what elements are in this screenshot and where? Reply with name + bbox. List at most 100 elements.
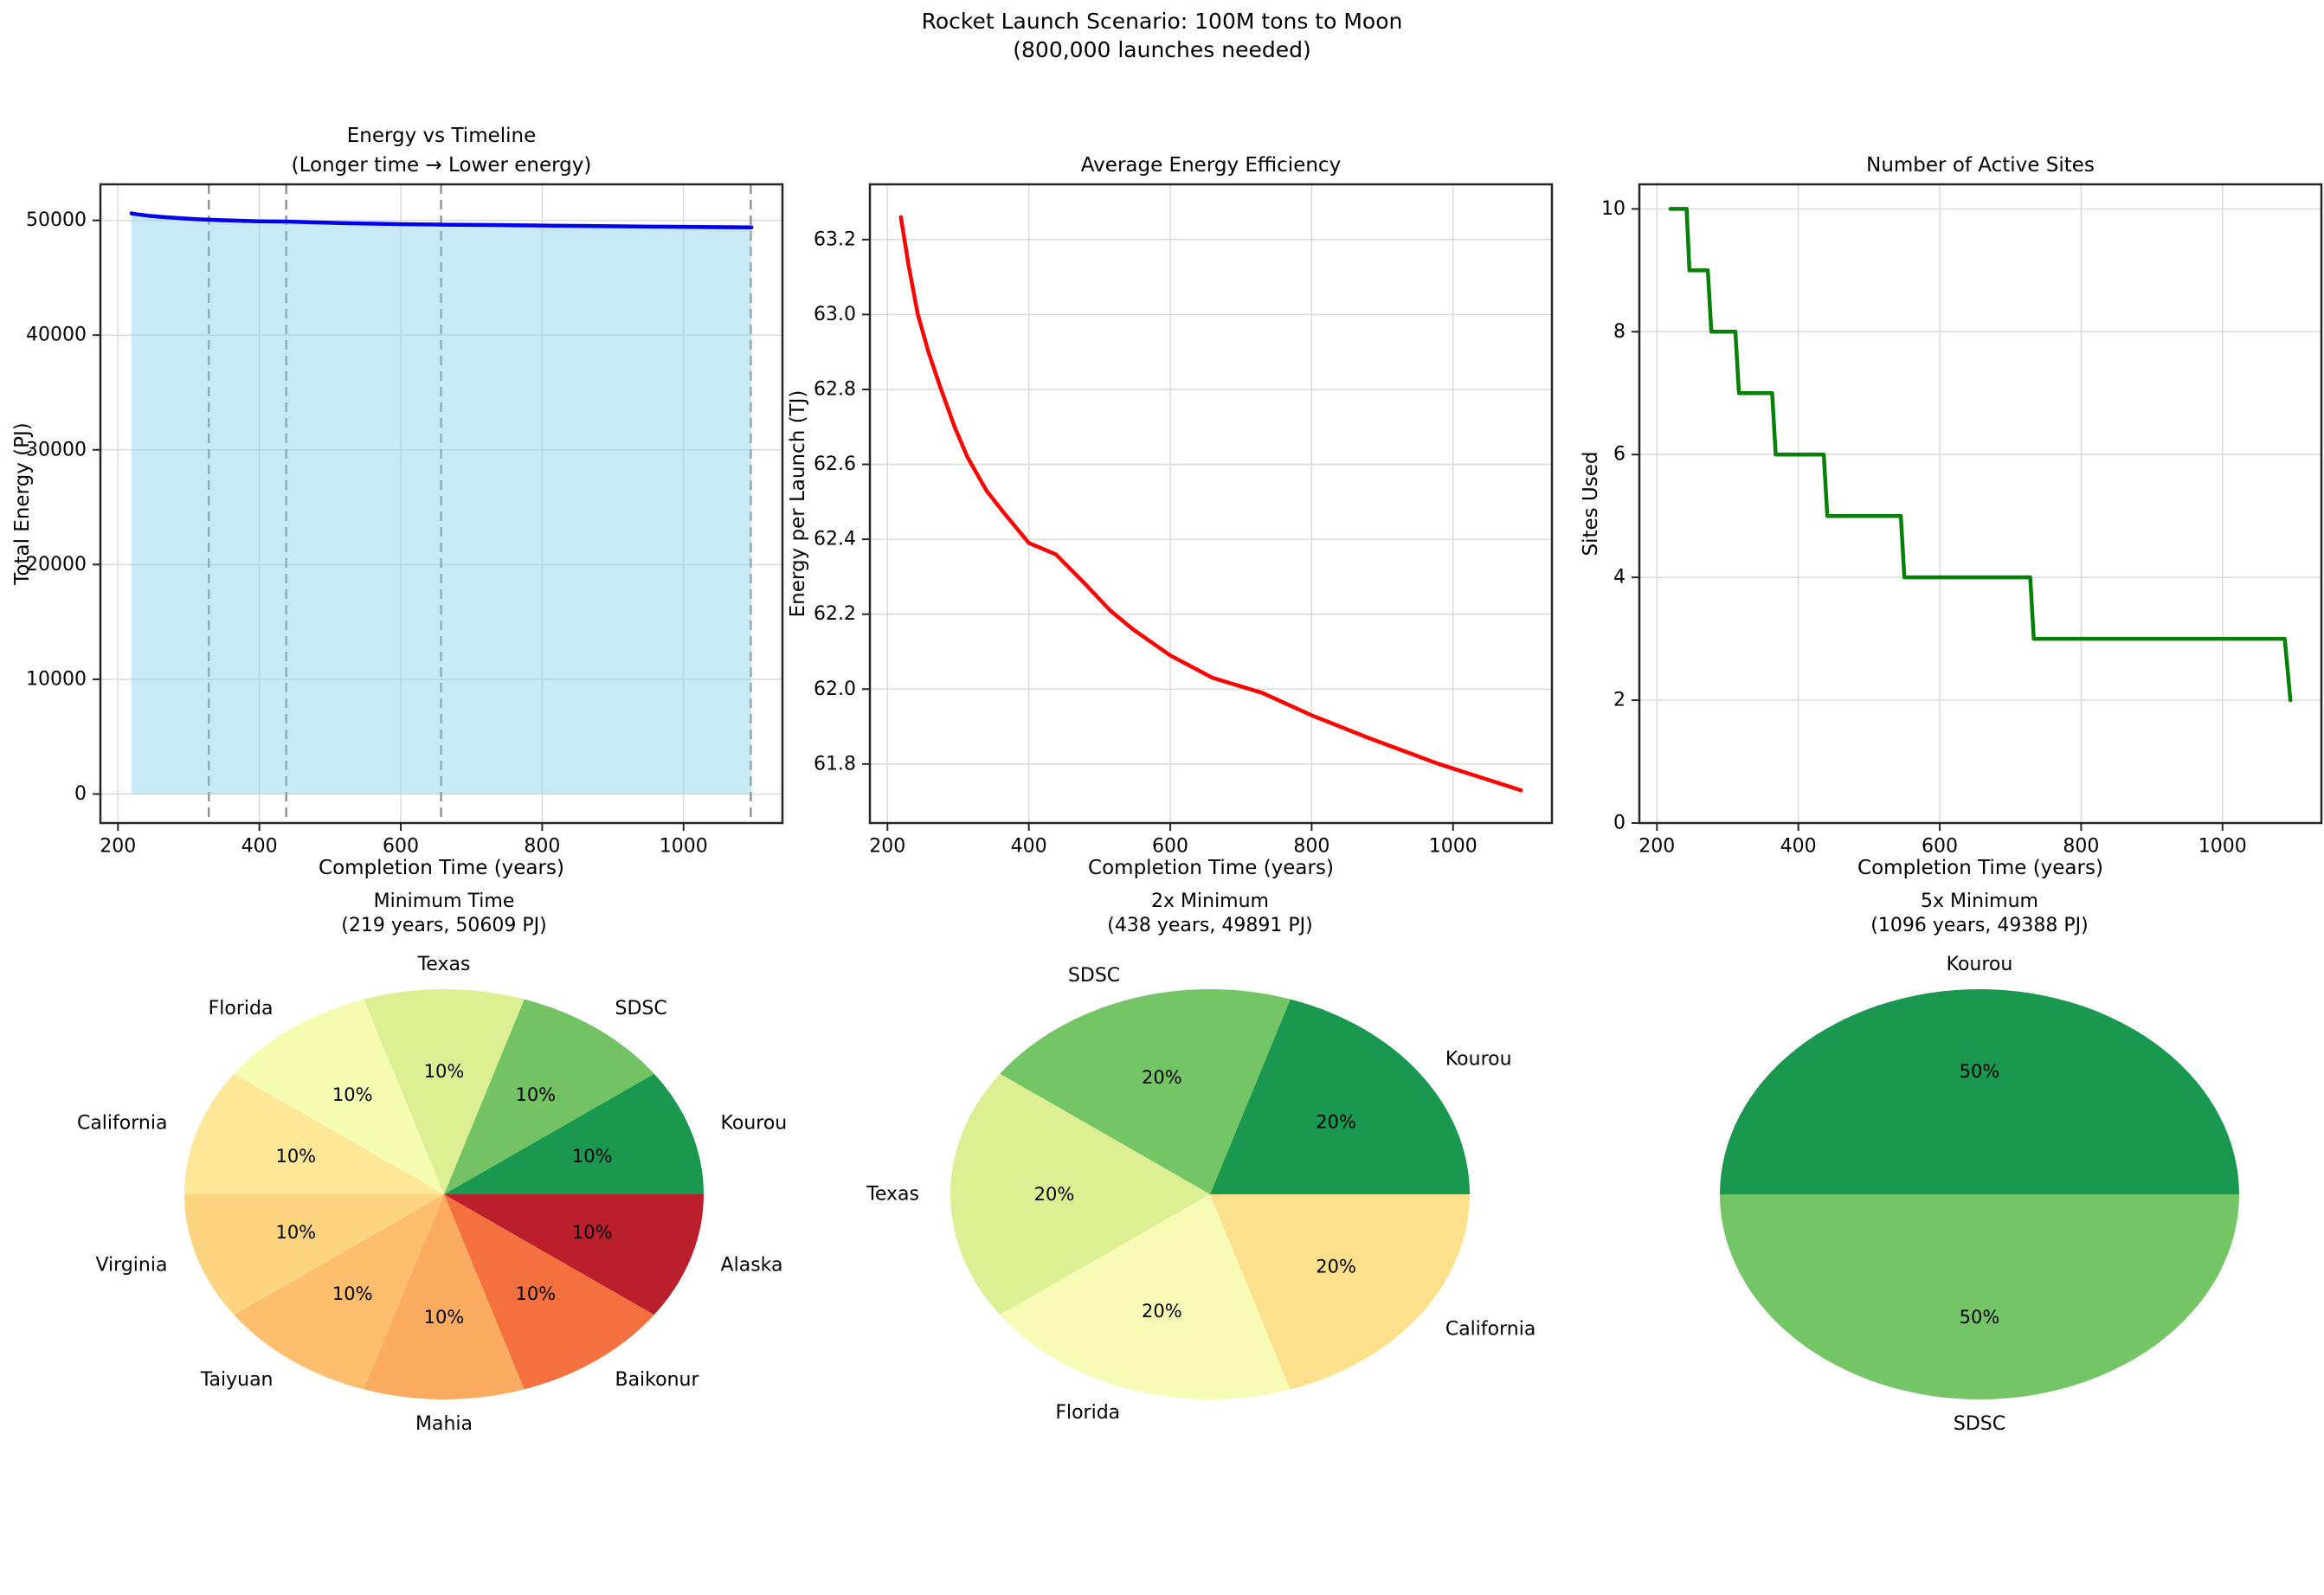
pie-pct-label: 10% <box>275 1146 316 1167</box>
pie-slice-label: SDSC <box>1954 1413 2005 1435</box>
pie-slice-label: Kourou <box>721 1112 788 1134</box>
y-tick-label: 63.0 <box>814 304 856 325</box>
pie-pct-label: 50% <box>1960 1307 2000 1328</box>
y-tick-label: 10000 <box>26 668 87 690</box>
pie-title-line: (219 years, 50609 PJ) <box>341 915 547 936</box>
y-tick-label: 61.8 <box>814 753 856 775</box>
pie-pct-label: 50% <box>1960 1061 2000 1082</box>
x-tick-label: 400 <box>241 836 278 858</box>
pie-slice-label: Taiyuan <box>200 1369 274 1391</box>
x-tick-label: 400 <box>1780 836 1817 858</box>
x-tick-label: 600 <box>383 836 419 858</box>
pie-pct-label: 20% <box>1034 1184 1075 1205</box>
y-tick-label: 20000 <box>26 554 87 576</box>
pie-slice-label: Mahia <box>415 1413 473 1435</box>
chart-title-average-energy-efficiency: Average Energy Efficiency <box>870 118 1552 180</box>
chart-title-energy-vs-timeline: Energy vs Timeline (Longer time → Lower … <box>100 118 782 180</box>
pie-slice-label: Kourou <box>1445 1048 1512 1070</box>
x-tick-label: 800 <box>1293 836 1329 858</box>
pie-slice-sdsc <box>1720 1194 2239 1399</box>
x-tick-label: 400 <box>1011 836 1047 858</box>
x-tick-label: 600 <box>1922 836 1958 858</box>
pie-slice-kourou <box>1720 989 2239 1194</box>
pie-pct-label: 10% <box>515 1283 556 1304</box>
pie-slice-florida <box>1000 1194 1291 1400</box>
pie-pct-label: 20% <box>1142 1067 1182 1088</box>
chart-title-line: (Longer time → Lower energy) <box>291 154 592 177</box>
series-line-number-of-active-sites <box>1668 207 2293 703</box>
pie-slice-virginia <box>184 1194 444 1315</box>
pie-slice-kourou <box>1210 999 1470 1194</box>
pie-slice-alaska <box>444 1194 704 1315</box>
pie-title-line: (1096 years, 49388 PJ) <box>1870 915 2089 936</box>
pie-slice-label: SDSC <box>1068 965 1120 987</box>
pie-pct-label: 20% <box>1316 1257 1356 1277</box>
pie-slice-mahia <box>364 1194 525 1400</box>
y-tick-label: 62.4 <box>814 529 856 550</box>
pie-slice-label: Virginia <box>95 1255 167 1277</box>
pie-pct-label: 10% <box>572 1222 613 1243</box>
pie-title-line: 2x Minimum <box>1151 891 1269 912</box>
axes-spines <box>99 183 784 825</box>
y-tick-label: 6 <box>1613 444 1626 466</box>
pie-title-minimum-time: Minimum Time (219 years, 50609 PJ) <box>103 890 785 938</box>
pie-slice-label: Florida <box>209 998 274 1019</box>
y-tick-label: 30000 <box>26 439 87 460</box>
pie-slice-california <box>1210 1194 1470 1390</box>
axes-spines <box>1638 183 2323 825</box>
x-tick-label: 200 <box>1638 836 1675 858</box>
pie-slice-label: Florida <box>1055 1402 1120 1424</box>
pie-slice-kourou <box>444 1073 704 1194</box>
y-tick-label: 50000 <box>26 209 87 231</box>
pie-title-line: (438 years, 49891 PJ) <box>1107 915 1313 936</box>
pie-pct-label: 20% <box>1316 1111 1356 1132</box>
pie-slice-baikonur <box>444 1194 654 1390</box>
x-tick-label: 800 <box>524 836 560 858</box>
y-tick-label: 8 <box>1613 321 1626 343</box>
xlabel-number-of-active-sites: Completion Time (years) <box>1857 857 2103 879</box>
pie-slice-label: Kourou <box>1947 954 2013 975</box>
y-tick-label: 62.2 <box>814 603 856 625</box>
pie-slice-label: California <box>1445 1319 1535 1341</box>
axes-spines <box>868 183 1554 825</box>
pie-title-line: Minimum Time <box>373 891 515 912</box>
pie-slice-label: Baikonur <box>615 1369 699 1391</box>
series-line-energy-vs-timeline <box>129 211 754 229</box>
pie-title-2x-minimum: 2x Minimum (438 years, 49891 PJ) <box>869 890 1551 938</box>
x-tick-label: 800 <box>2063 836 2099 858</box>
pie-title-line: 5x Minimum <box>1921 891 2038 912</box>
figure-title-line2: (800,000 launches needed) <box>1013 37 1311 62</box>
xlabel-energy-vs-timeline: Completion Time (years) <box>319 857 564 879</box>
pie-pct-label: 10% <box>332 1283 373 1304</box>
x-tick-label: 1000 <box>660 836 708 858</box>
x-tick-label: 1000 <box>2198 836 2247 858</box>
y-tick-label: 62.0 <box>814 679 856 700</box>
xlabel-average-energy-efficiency: Completion Time (years) <box>1088 857 1334 879</box>
y-tick-label: 40000 <box>26 325 87 346</box>
pie-slice-sdsc <box>444 999 654 1194</box>
x-tick-label: 200 <box>869 836 905 858</box>
series-area-fill <box>131 213 752 794</box>
pie-slice-texas <box>950 1073 1210 1315</box>
chart-title-number-of-active-sites: Number of Active Sites <box>1639 118 2321 180</box>
pie-slice-sdsc <box>1000 988 1291 1194</box>
pie-slice-label: Alaska <box>721 1255 783 1277</box>
pie-slice-california <box>183 1073 444 1194</box>
chart-title-line: Energy vs Timeline <box>346 125 537 147</box>
figure-title: Rocket Launch Scenario: 100M tons to Moo… <box>0 7 2324 64</box>
figure-title-line1: Rocket Launch Scenario: 100M tons to Moo… <box>921 9 1403 34</box>
pie-pct-label: 10% <box>424 1061 465 1082</box>
pie-pct-label: 10% <box>515 1084 556 1105</box>
x-tick-label: 200 <box>100 836 136 858</box>
pie-pct-label: 10% <box>424 1307 465 1328</box>
x-tick-label: 1000 <box>1429 836 1477 858</box>
pie-pct-label: 10% <box>275 1222 316 1243</box>
x-tick-label: 600 <box>1152 836 1188 858</box>
pie-slice-label: SDSC <box>615 998 666 1019</box>
pie-pct-label: 10% <box>332 1084 373 1105</box>
pie-pct-label: 20% <box>1142 1301 1182 1322</box>
y-tick-label: 4 <box>1613 567 1626 588</box>
y-tick-label: 0 <box>74 783 87 805</box>
chart-title-line: Average Energy Efficiency <box>1080 154 1342 177</box>
